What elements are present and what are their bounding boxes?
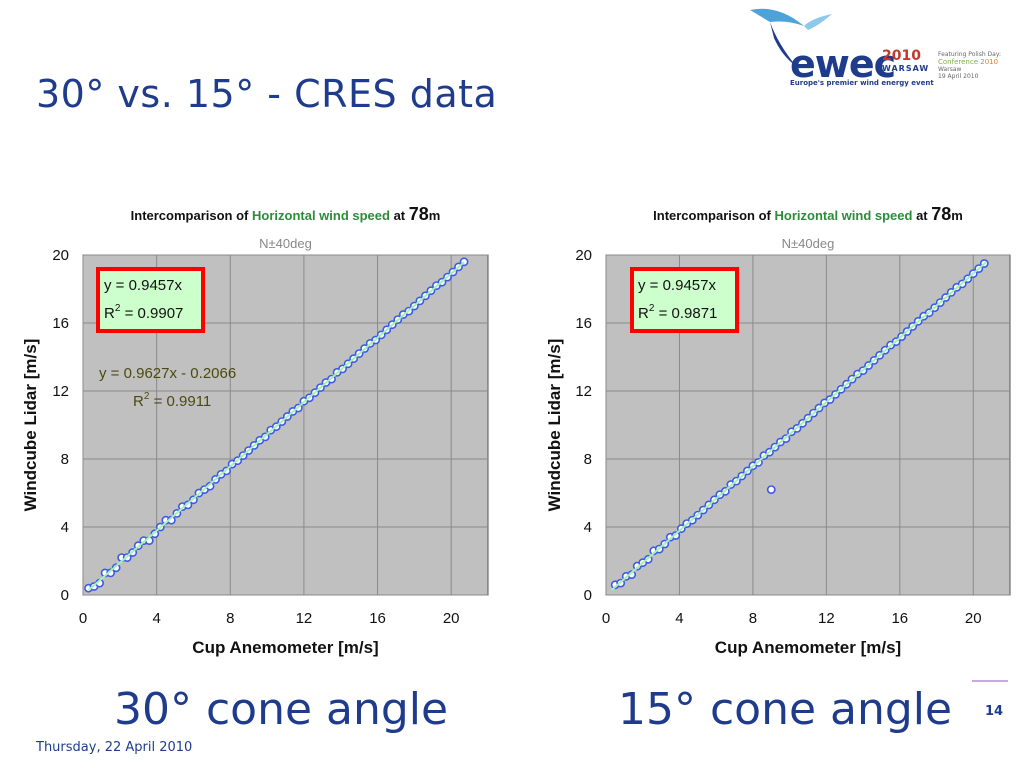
fit-r2: R2 = 0.9871 xyxy=(638,303,717,322)
fit-linear-r2-part-2: = 0.9911 xyxy=(149,393,211,410)
x-tick-label: 16 xyxy=(369,610,386,627)
y-tick-label: 0 xyxy=(61,587,69,604)
logo-year: 2010 xyxy=(882,48,921,64)
data-point xyxy=(766,485,776,494)
y-tick-label: 0 xyxy=(584,587,592,604)
fit-line xyxy=(610,261,987,591)
chart-title-part-0: Intercomparison of xyxy=(653,208,774,223)
wind-turbine-swoosh-icon xyxy=(750,8,832,66)
fit-linear-equation: y = 0.9627x - 0.2066 xyxy=(99,365,236,382)
chart-title-part-3: 78 xyxy=(409,204,429,224)
y-tick-label: 8 xyxy=(584,451,592,468)
fit-linear-r2-part-0: R xyxy=(133,393,144,410)
x-tick-label: 16 xyxy=(891,610,908,627)
x-tick-label: 0 xyxy=(79,610,87,627)
chart-title-part-2: at xyxy=(912,208,931,223)
y-tick-label: 8 xyxy=(61,451,69,468)
y-tick-label: 4 xyxy=(584,519,592,536)
fit-linear-r2-part-1: 2 xyxy=(144,391,150,402)
x-tick-label: 12 xyxy=(296,610,313,627)
fit-r2: R2 = 0.9907 xyxy=(104,303,183,322)
chart-title-part-4: m xyxy=(951,208,963,223)
data-point xyxy=(671,531,681,540)
fit-linear-r2: R2 = 0.9911 xyxy=(133,391,211,410)
logo-side-conference: Conference 2010 xyxy=(938,58,1024,66)
scatter-chart-15deg: Intercomparison of Horizontal wind speed… xyxy=(545,204,1011,657)
x-tick-label: 8 xyxy=(749,610,757,627)
x-axis-label: Cup Anemometer [m/s] xyxy=(715,638,901,657)
logo-city: WARSAW xyxy=(882,64,930,73)
x-tick-label: 4 xyxy=(675,610,683,627)
ewec-logo: ewec 2010 WARSAW Europe's premier wind e… xyxy=(748,4,1024,96)
scatter-chart-30deg: Intercomparison of Horizontal wind speed… xyxy=(21,204,489,657)
chart-subtitle: N±40deg xyxy=(259,236,312,251)
logo-side-date: 19 April 2010 xyxy=(938,73,979,80)
y-tick-label: 16 xyxy=(52,315,69,332)
chart-subtitle: N±40deg xyxy=(782,236,835,251)
fit-r2-part-1: 2 xyxy=(115,303,121,314)
fit-r2-part-2: = 0.9871 xyxy=(654,305,717,322)
x-tick-label: 12 xyxy=(818,610,835,627)
fit-r2-part-0: R xyxy=(638,305,649,322)
x-tick-label: 8 xyxy=(226,610,234,627)
logo-wordmark: ewec xyxy=(790,42,896,86)
x-tick-label: 4 xyxy=(152,610,160,627)
y-tick-label: 20 xyxy=(575,247,592,264)
y-axis-label: Windcube Lidar [m/s] xyxy=(545,339,564,512)
chart-title-part-4: m xyxy=(429,208,441,223)
x-tick-label: 20 xyxy=(965,610,982,627)
y-axis-label: Windcube Lidar [m/s] xyxy=(21,339,40,512)
logo-side-conf-year: 2010 xyxy=(980,58,999,66)
logo-side-note: Featuring Polish Day: Conference 2010 Wa… xyxy=(938,51,1024,80)
logo-side-conf-text: Conference xyxy=(938,58,979,66)
data-point xyxy=(111,563,121,573)
fit-r2-part-0: R xyxy=(104,305,115,322)
y-tick-label: 16 xyxy=(575,315,592,332)
logo-side-line1: Featuring Polish Day: xyxy=(938,51,1001,58)
y-tick-label: 4 xyxy=(61,519,69,536)
y-tick-label: 20 xyxy=(52,247,69,264)
caption-15deg: 15° cone angle xyxy=(618,684,953,735)
chart-title-part-3: 78 xyxy=(931,204,951,224)
chart-title-part-1: Horizontal wind speed xyxy=(775,208,913,223)
chart-title-part-0: Intercomparison of xyxy=(131,208,252,223)
fit-equation: y = 0.9457x xyxy=(638,277,716,294)
fit-equation-box xyxy=(96,267,205,333)
logo-side-place: Warsaw xyxy=(938,66,962,73)
fit-line xyxy=(87,261,465,591)
y-tick-label: 12 xyxy=(575,383,592,400)
x-tick-label: 20 xyxy=(443,610,460,627)
chart-title-part-1: Horizontal wind speed xyxy=(252,208,390,223)
footer-date: Thursday, 22 April 2010 xyxy=(36,740,193,755)
slide-title: 30° vs. 15° - CRES data xyxy=(36,72,498,116)
fit-equation: y = 0.9457x xyxy=(104,277,182,294)
caption-30deg: 30° cone angle xyxy=(114,684,449,735)
fit-r2-part-1: 2 xyxy=(649,303,655,314)
x-tick-label: 0 xyxy=(602,610,610,627)
fit-r2-part-2: = 0.9907 xyxy=(120,305,183,322)
x-axis-label: Cup Anemometer [m/s] xyxy=(192,638,378,657)
chart-title-part-2: at xyxy=(390,208,409,223)
logo-tagline: Europe's premier wind energy event xyxy=(790,79,934,87)
fit-equation-box xyxy=(630,267,739,333)
y-tick-label: 12 xyxy=(52,383,69,400)
page-number-rule xyxy=(972,680,1008,682)
chart-title: Intercomparison of Horizontal wind speed… xyxy=(131,204,441,224)
page-number: 14 xyxy=(985,704,1004,719)
chart-title: Intercomparison of Horizontal wind speed… xyxy=(653,204,963,224)
